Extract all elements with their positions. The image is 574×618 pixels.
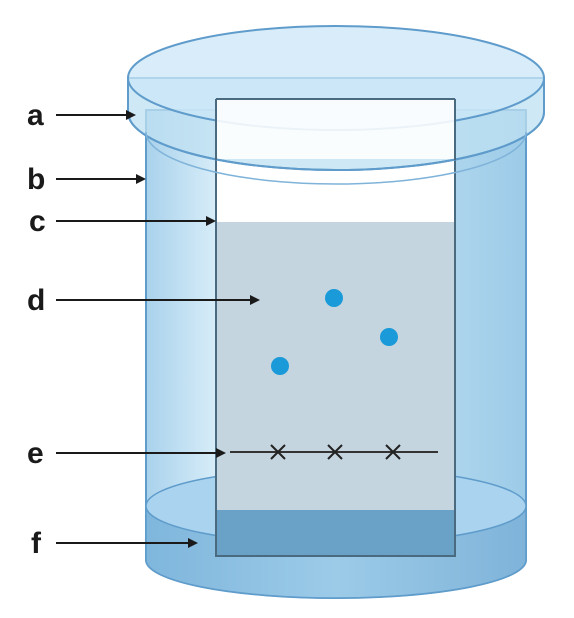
spots	[271, 289, 398, 375]
origin-mark	[327, 444, 343, 460]
label-c: c	[29, 205, 46, 238]
jar-rim-line	[145, 131, 527, 185]
spot	[271, 357, 289, 375]
label-d: d	[27, 284, 45, 317]
lid	[127, 25, 545, 185]
spot	[380, 328, 398, 346]
paper-top-front	[216, 99, 455, 159]
spot	[325, 289, 343, 307]
origin-line-group	[230, 444, 438, 460]
label-f: f	[31, 527, 42, 560]
pointer-arrows	[56, 110, 260, 548]
label-a: a	[27, 99, 44, 132]
label-e: e	[27, 437, 44, 470]
origin-mark	[270, 444, 286, 460]
paper-solvent-region	[216, 510, 455, 556]
labels: a b c d e f	[27, 99, 46, 560]
paper-wet-region	[216, 222, 455, 510]
lid-front-edge	[127, 111, 545, 171]
label-b: b	[27, 163, 45, 196]
origin-mark	[385, 444, 401, 460]
